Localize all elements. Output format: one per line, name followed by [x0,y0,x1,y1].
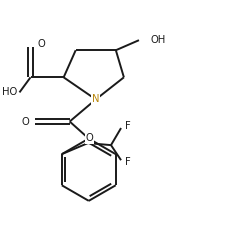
Text: O: O [22,116,29,127]
Text: F: F [125,157,131,167]
Text: N: N [92,94,99,104]
Text: O: O [86,133,93,143]
Text: OH: OH [150,35,165,45]
Text: F: F [125,121,131,131]
Text: HO: HO [2,87,18,97]
Text: O: O [38,39,45,49]
